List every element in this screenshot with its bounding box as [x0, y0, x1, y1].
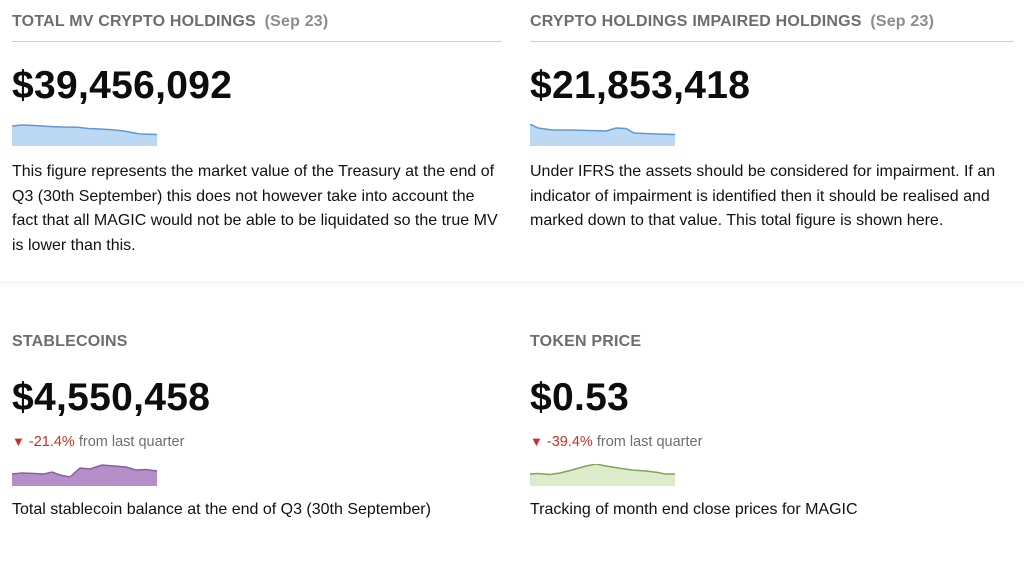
card-title: TOKEN PRICE	[530, 333, 642, 350]
sparkline-chart	[12, 124, 157, 146]
sparkline-area	[12, 125, 157, 146]
title-rule	[12, 41, 502, 42]
sparkline-area	[12, 465, 157, 486]
card-title: TOTAL MV CRYPTO HOLDINGS (Sep 23)	[12, 13, 329, 30]
card-subtitle: (Sep 23)	[870, 13, 935, 30]
down-arrow-icon: ▼	[12, 434, 25, 449]
card-description: Under IFRS the assets should be consider…	[530, 163, 996, 229]
sparkline-line	[530, 124, 675, 136]
sparkline-line	[530, 464, 675, 476]
kpi-value: $4,550,458	[12, 376, 211, 419]
card-total-mv: TOTAL MV CRYPTO HOLDINGS (Sep 23) $39,45…	[12, 10, 502, 258]
card-description: Tracking of month end close prices for M…	[530, 501, 858, 518]
card-stablecoins: STABLECOINS $4,550,458 ▼ -21.4% from last…	[12, 330, 502, 523]
change-indicator: ▼ -39.4% from last quarter	[530, 432, 1014, 452]
change-percent: -39.4%	[546, 434, 593, 450]
kpi-value: $0.53	[530, 376, 630, 419]
sparkline-area	[530, 464, 675, 486]
card-description: This figure represents the market value …	[12, 163, 498, 254]
sparkline-chart	[530, 124, 675, 146]
card-description: Total stablecoin balance at the end of Q…	[12, 501, 431, 518]
sparkline-line	[12, 464, 157, 478]
change-percent: -21.4%	[28, 434, 75, 450]
card-title: CRYPTO HOLDINGS IMPAIRED HOLDINGS (Sep 2…	[530, 13, 935, 30]
card-subtitle: (Sep 23)	[264, 13, 329, 30]
change-text: from last quarter	[596, 434, 703, 450]
kpi-value: $39,456,092	[12, 64, 233, 107]
sparkline-chart	[530, 464, 675, 486]
card-impaired-holdings: CRYPTO HOLDINGS IMPAIRED HOLDINGS (Sep 2…	[530, 10, 1014, 234]
change-text: from last quarter	[78, 434, 185, 450]
card-title: STABLECOINS	[12, 333, 128, 350]
sparkline-chart	[12, 464, 157, 486]
sparkline-line	[12, 124, 157, 136]
section-divider	[0, 281, 1024, 287]
change-indicator: ▼ -21.4% from last quarter	[12, 432, 502, 452]
down-arrow-icon: ▼	[530, 434, 543, 449]
title-rule	[530, 41, 1014, 42]
card-token-price: TOKEN PRICE $0.53 ▼ -39.4% from last quar…	[530, 330, 1014, 523]
kpi-value: $21,853,418	[530, 64, 751, 107]
sparkline-area	[530, 124, 675, 146]
